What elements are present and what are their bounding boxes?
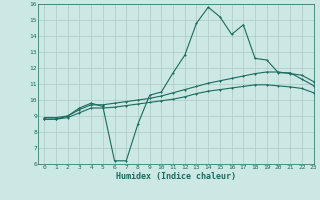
X-axis label: Humidex (Indice chaleur): Humidex (Indice chaleur) <box>116 172 236 181</box>
